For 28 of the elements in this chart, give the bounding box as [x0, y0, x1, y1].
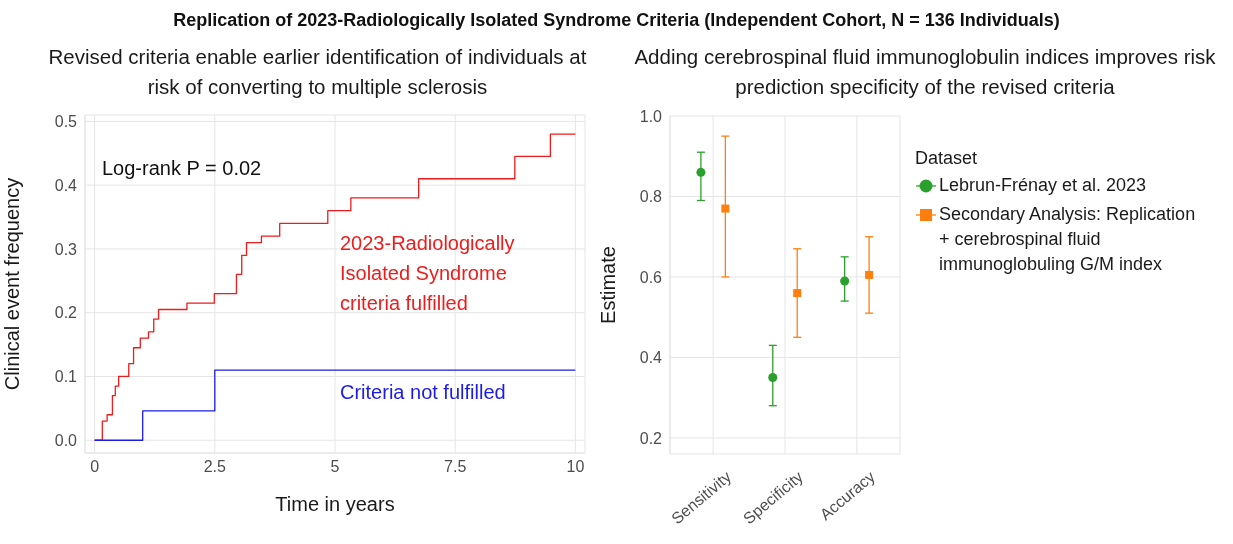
chart-title: Adding cerebrospinal fluid immunoglobulin indices improves risk prediction specificity of the revised criteria — [633, 44, 1217, 100]
y-axis-title: Estimate — [597, 246, 620, 324]
y-tick-label: 0.6 — [639, 268, 663, 286]
y-tick-label: 0.1 — [54, 368, 78, 386]
x-tick-label: 0 — [90, 458, 100, 476]
y-tick-label: 0.2 — [54, 304, 78, 322]
chart-title: Replication of 2023-Radiologically Isolated Syndrome Criteria (Independent Cohort, N = 136 Individuals) — [172, 10, 1061, 31]
x-axis-title: Time in years — [275, 493, 395, 515]
x-tick-label: 10 — [566, 458, 585, 476]
y-tick-label: 0.2 — [639, 429, 663, 447]
y-axis-title: Clinical event frequency — [1, 177, 24, 391]
x-tick-label: 5 — [330, 458, 340, 476]
series-label: 2023-Radiologically Isolated Syndrome criteria fulfilled — [340, 231, 516, 316]
legend-label: Lebrun-Frénay et al. 2023 — [939, 174, 1147, 197]
legend-label: Secondary Analysis: Replication + cerebrospinal fluid immunoglobuling G/M index — [939, 203, 1197, 276]
y-tick-label: 0.0 — [54, 431, 78, 449]
legend-title: Dataset — [915, 147, 979, 170]
x-tick-label: 7.5 — [444, 458, 467, 476]
annotation: Log-rank P = 0.02 — [102, 157, 262, 180]
y-tick-label: 0.4 — [54, 176, 78, 194]
series-label: Criteria not fulfilled — [340, 380, 507, 405]
x-tick-label: 2.5 — [203, 458, 227, 476]
y-tick-label: 0.8 — [639, 188, 663, 206]
y-tick-label: 0.5 — [54, 113, 78, 131]
y-tick-label: 0.4 — [639, 349, 663, 367]
y-tick-label: 0.3 — [54, 240, 78, 258]
y-tick-label: 1.0 — [639, 107, 663, 125]
chart-subtitle: Revised criteria enable earlier identification of individuals at risk of converting to multiple sclerosis — [47, 44, 588, 100]
